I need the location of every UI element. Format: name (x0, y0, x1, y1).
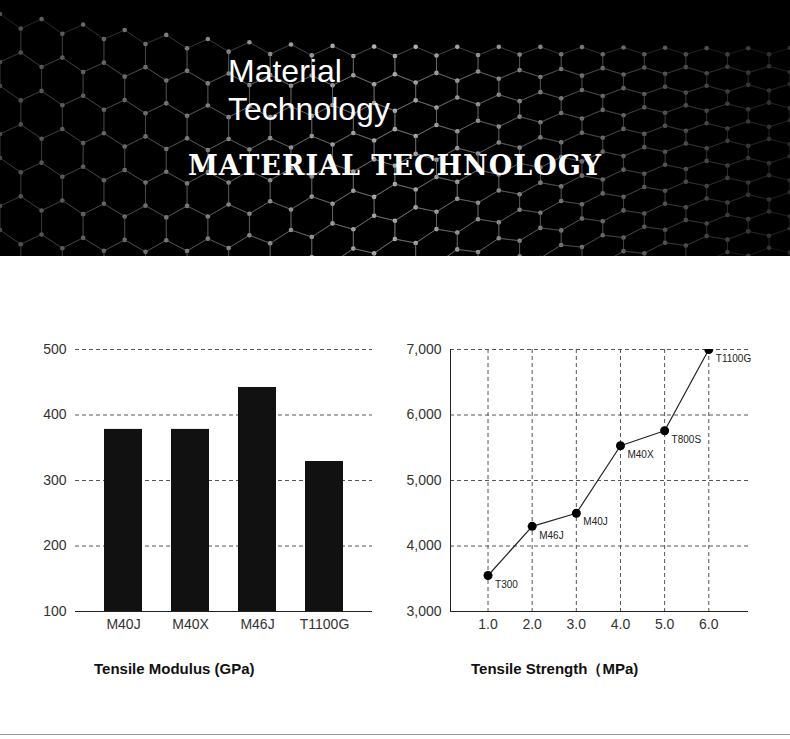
html-text:Material: Material (228, 53, 342, 89)
svg-text:M46J: M46J (240, 616, 274, 632)
svg-text:5.0: 5.0 (655, 616, 675, 632)
svg-text:T800S: T800S (672, 434, 702, 445)
svg-text:T1100G: T1100G (300, 616, 350, 632)
svg-text:5,000: 5,000 (406, 472, 441, 488)
svg-text:7,000: 7,000 (406, 341, 441, 357)
svg-text:M40J: M40J (106, 616, 140, 632)
svg-text:4,000: 4,000 (406, 537, 441, 553)
svg-text:200: 200 (43, 537, 67, 553)
svg-text:3.0: 3.0 (567, 616, 587, 632)
html-text:MATERIAL TECHNOLOGY: MATERIAL TECHNOLOGY (187, 150, 603, 181)
svg-text:500: 500 (43, 341, 67, 357)
svg-text:T300: T300 (495, 579, 518, 590)
svg-text:T1100G: T1100G (716, 353, 752, 364)
svg-text:M40X: M40X (627, 449, 653, 460)
svg-text:M40X: M40X (172, 616, 209, 632)
svg-text:6,000: 6,000 (406, 406, 441, 422)
html-text:Technology: Technology (228, 91, 390, 127)
svg-text:3,000: 3,000 (406, 603, 441, 619)
svg-text:6.0: 6.0 (699, 616, 719, 632)
svg-text:M46J: M46J (539, 530, 563, 541)
html-text:Tensile Modulus (GPa): Tensile Modulus (GPa) (94, 660, 255, 677)
svg-text:100: 100 (43, 603, 67, 619)
svg-text:4.0: 4.0 (611, 616, 631, 632)
svg-text:300: 300 (43, 472, 67, 488)
html-text:Tensile Strength（MPa): Tensile Strength（MPa) (471, 660, 639, 677)
svg-text:1.0: 1.0 (478, 616, 498, 632)
svg-text:2.0: 2.0 (522, 616, 542, 632)
svg-text:M40J: M40J (583, 516, 607, 527)
svg-text:400: 400 (43, 406, 67, 422)
